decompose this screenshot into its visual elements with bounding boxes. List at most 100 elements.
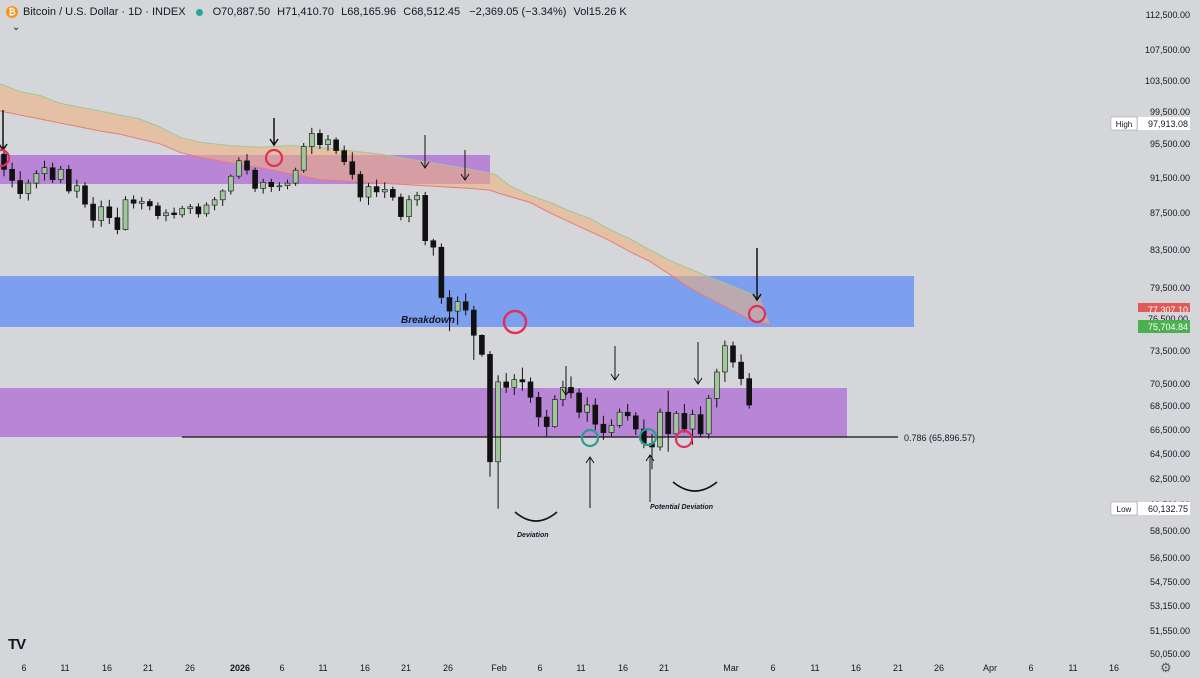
price-tag-label: Low [1117, 505, 1132, 514]
x-axis-tick-label: 6 [21, 663, 26, 673]
candle [292, 167, 299, 186]
close-label: C [403, 6, 412, 18]
candle [568, 376, 574, 399]
candle-body [746, 378, 753, 406]
candle-body [9, 169, 15, 181]
candle-body [527, 381, 534, 398]
candle-body [236, 160, 242, 177]
x-axis-tick-label: 16 [360, 663, 370, 673]
arrow-down [561, 366, 571, 396]
candle-body [260, 182, 267, 189]
candle [138, 197, 145, 210]
candle-body [325, 139, 331, 146]
candle-body [341, 150, 348, 162]
candle [592, 398, 599, 431]
candle-body [438, 246, 445, 298]
cloud-lower-line [0, 110, 771, 326]
candle [632, 412, 639, 435]
arrow-down [693, 342, 703, 385]
candle-body [576, 392, 582, 413]
candle-body [333, 139, 339, 151]
candle-body [406, 199, 412, 218]
candle-body [74, 185, 80, 192]
annotation-deviation: Deviation [517, 532, 549, 539]
demand-zone-lower [0, 388, 847, 437]
candle-body [616, 411, 623, 426]
candle-body [519, 379, 526, 383]
price-tag-box [1138, 320, 1190, 333]
arrow-up [585, 456, 595, 508]
candle [657, 408, 663, 451]
candle-body [317, 133, 323, 145]
candle [479, 334, 485, 357]
candle [284, 179, 291, 190]
collapse-chevron-icon[interactable]: ⌄ [12, 22, 21, 33]
candle [252, 167, 258, 192]
arrow-up [645, 454, 655, 502]
price-tag-label: High [1116, 120, 1132, 129]
candle [9, 162, 15, 188]
symbol-title[interactable]: Bitcoin / U.S. Dollar · 1D · INDEX [23, 6, 186, 18]
price-tag-box [1138, 117, 1190, 130]
y-axis-tick-label: 70,500.00 [1150, 379, 1190, 389]
arrow-head [610, 373, 620, 381]
candle [430, 238, 437, 256]
change-value: −2,369.05 (−3.34%) [469, 6, 567, 18]
candle [114, 207, 121, 235]
x-axis-tick-label: 16 [102, 663, 112, 673]
x-axis-tick-label: 21 [143, 663, 153, 673]
candle [503, 373, 510, 393]
candle-body [389, 189, 396, 198]
candle [90, 197, 96, 228]
price-tag-box [1138, 502, 1190, 515]
candle [260, 178, 267, 194]
y-axis-tick-label: 83,500.00 [1150, 245, 1190, 255]
candle-body [584, 404, 591, 413]
close-value: 68,512.45 [411, 6, 461, 18]
candle [470, 305, 477, 360]
candle-body [511, 379, 518, 388]
settings-gear-icon[interactable]: ⚙ [1160, 660, 1172, 675]
candle [576, 388, 582, 419]
candle-body [138, 201, 145, 204]
cloud-bottom-price-tag: 75,704.84 [1138, 320, 1190, 333]
x-axis-tick-label: 16 [618, 663, 628, 673]
candle [195, 203, 202, 218]
open-label: O [212, 6, 222, 18]
candle-body [495, 381, 501, 463]
candle-body [422, 195, 429, 241]
candle-body [171, 212, 177, 215]
arrow-down [0, 110, 8, 152]
candle-body [600, 423, 607, 433]
candle-body [738, 361, 744, 379]
arrow-down [269, 118, 279, 147]
candle-body [730, 345, 736, 363]
candle [74, 179, 80, 198]
candle [106, 199, 113, 224]
candle [147, 198, 153, 211]
arrow-head [645, 454, 655, 462]
candle-body [147, 201, 153, 207]
candle [25, 179, 32, 201]
candle-body [195, 206, 202, 215]
candle-body [228, 175, 234, 192]
candle [389, 186, 396, 201]
x-axis-tick-label: 11 [318, 663, 327, 673]
candle [681, 403, 688, 433]
candle [381, 182, 388, 198]
red-circle-marker [264, 148, 284, 168]
y-axis-tick-label: 99,500.00 [1150, 107, 1190, 117]
x-axis-tick-label: 6 [279, 663, 284, 673]
candle [66, 165, 72, 194]
candle [406, 195, 412, 223]
candle [357, 171, 364, 202]
candle-body [219, 190, 226, 201]
y-axis-tick-label: 58,500.00 [1150, 526, 1190, 536]
arrow-down [460, 150, 470, 181]
candle [349, 152, 356, 180]
candle [33, 170, 40, 189]
candle [163, 209, 169, 222]
bitcoin-icon: ₿ [6, 6, 18, 18]
